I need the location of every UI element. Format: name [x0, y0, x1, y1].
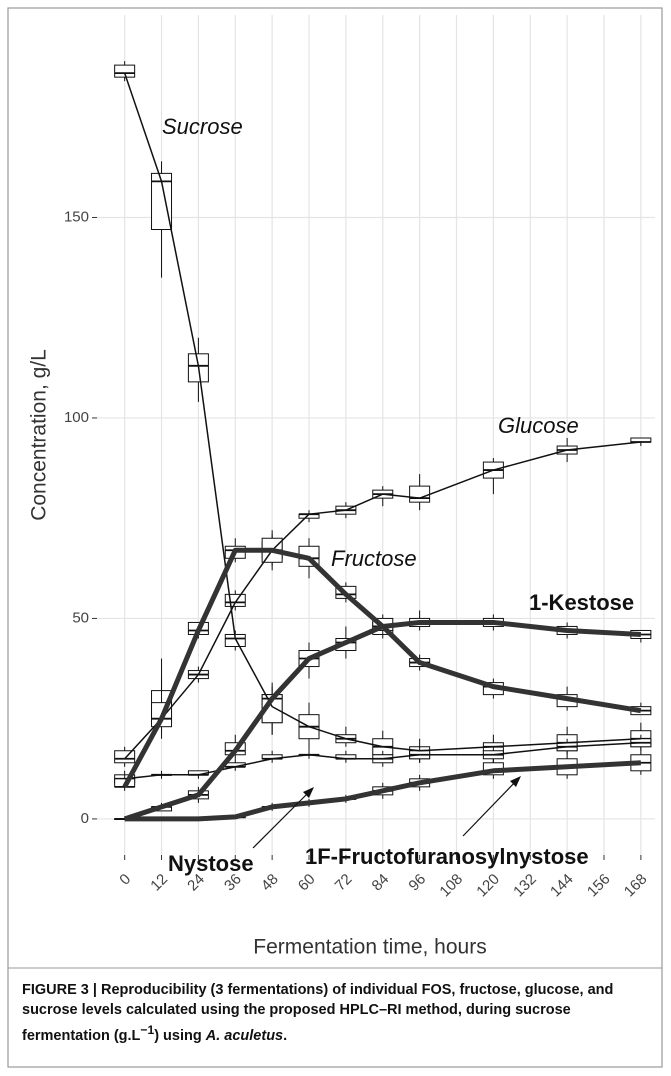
figure-frame	[7, 7, 663, 1068]
x-tick-label: 60	[295, 871, 319, 895]
x-tick-label: 84	[369, 871, 393, 895]
x-tick-label: 72	[332, 871, 356, 895]
x-tick-label: 0	[116, 871, 134, 889]
box	[409, 485, 431, 503]
fructose-arrow	[252, 788, 313, 849]
plot-panel	[97, 15, 655, 855]
caption-lead: FIGURE 3 | Reproducibility (3 fermentati…	[22, 982, 614, 1044]
series-label: 1F-Fructofuranosylnystose	[305, 844, 589, 869]
caption-end: .	[283, 1027, 288, 1044]
x-tick-label: 156	[584, 871, 614, 901]
y-tick-label: 50	[72, 609, 89, 626]
x-tick-label: 108	[436, 871, 466, 901]
x-tick-label: 144	[547, 871, 577, 901]
series-line	[123, 619, 642, 822]
series-label: Nystose	[168, 851, 254, 876]
ffn-arrow	[462, 777, 520, 837]
series-line	[124, 441, 641, 760]
box	[114, 64, 136, 78]
y-tick-label: 150	[64, 208, 89, 225]
series-label: 1-Kestose	[529, 590, 634, 615]
series-line	[123, 72, 641, 752]
series-line	[124, 760, 642, 822]
series-label: Sucrose	[162, 114, 243, 139]
x-tick-label: 132	[510, 871, 540, 901]
y-tick-label: 100	[64, 409, 89, 426]
x-tick-label: 168	[621, 871, 651, 901]
series-line	[124, 741, 641, 780]
caption-mid: ) using	[154, 1027, 206, 1044]
series-label: Glucose	[498, 413, 579, 438]
box	[224, 593, 246, 607]
x-tick-label: 96	[405, 871, 429, 895]
x-tick-label: 48	[258, 871, 282, 895]
caption: FIGURE 3 | Reproducibility (3 fermentati…	[22, 980, 642, 1046]
y-axis-title: Concentration, g/L	[28, 349, 51, 521]
caption-species: A. aculetus	[205, 1027, 284, 1044]
arrow-head	[510, 776, 521, 787]
x-tick-label: 120	[473, 871, 503, 901]
arrow-head	[303, 787, 314, 798]
series-line	[122, 547, 642, 789]
box	[151, 172, 173, 231]
box	[114, 750, 136, 764]
caption-sup: −1	[140, 1023, 155, 1037]
x-axis-title: Fermentation time, hours	[253, 936, 486, 959]
y-tick-label: 0	[81, 810, 89, 827]
series-label: Fructose	[331, 546, 417, 571]
